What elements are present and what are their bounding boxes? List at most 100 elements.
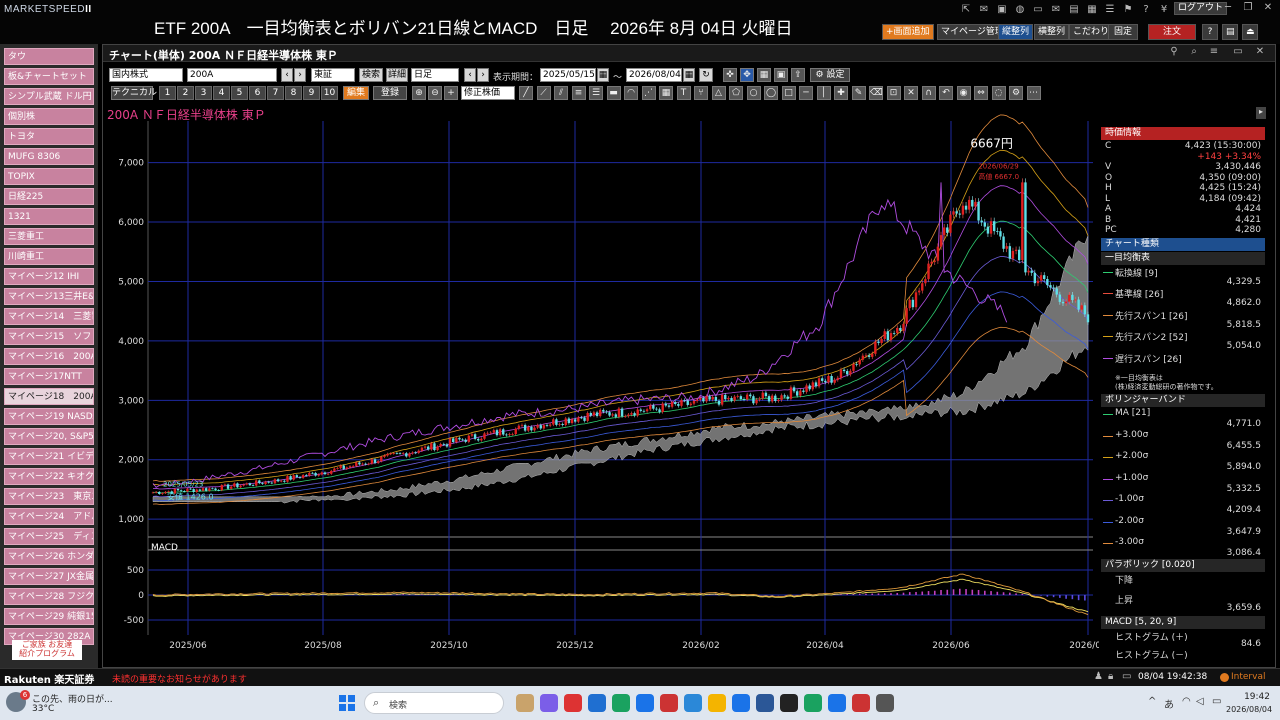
preset-5-button[interactable]: 5 — [231, 86, 248, 100]
pin-icon[interactable]: ⇱ — [961, 4, 971, 15]
overlay-icon[interactable]: ✥ — [740, 68, 754, 82]
tray-chevron-icon[interactable]: ^ — [1148, 696, 1157, 707]
mail-icon[interactable]: ✉ — [1051, 4, 1061, 15]
copilot-icon[interactable] — [540, 694, 558, 712]
sidebar-item[interactable]: マイページ28 フジクラ — [4, 588, 94, 605]
vertical-align-button[interactable]: 縦整列 — [998, 24, 1034, 40]
display-icon[interactable]: ▭ — [1122, 671, 1132, 682]
save-icon[interactable]: ▣ — [774, 68, 788, 82]
sidebar-item[interactable]: マイページ16 200A — [4, 348, 94, 365]
bollinger-item-label[interactable]: +2.00σ — [1115, 451, 1149, 461]
ellipse-tool-icon[interactable]: ◯ — [764, 86, 778, 100]
dots-tool-icon[interactable]: ⋯ — [1026, 86, 1041, 100]
window-close-icon[interactable]: ✕ — [1255, 46, 1265, 57]
hline-tool-icon[interactable]: ─ — [799, 86, 813, 100]
chrome-icon[interactable] — [732, 694, 750, 712]
chrome-profile-icon[interactable] — [828, 694, 846, 712]
link-icon[interactable]: ⚲ — [1170, 46, 1178, 57]
edge-icon[interactable] — [612, 694, 630, 712]
next-period-button[interactable]: › — [477, 68, 489, 82]
battery-icon[interactable]: ▭ — [1212, 696, 1222, 707]
sidebar-item[interactable]: マイページ26 ホンダ — [4, 548, 94, 565]
eye-tool-icon[interactable]: ◉ — [956, 86, 971, 100]
market-select[interactable]: 国内株式 — [109, 68, 183, 82]
bollinger-item-label[interactable]: MA [21] — [1115, 408, 1151, 418]
search-icon[interactable]: ⌕ — [1191, 46, 1197, 57]
sidebar-item[interactable]: マイページ23 東京エレク — [4, 488, 94, 505]
chart-icon[interactable]: ▤ — [1069, 4, 1079, 15]
globe-icon[interactable]: ◍ — [1015, 4, 1025, 15]
sidebar-item[interactable]: マイページ25 ディスコ — [4, 528, 94, 545]
notice-link[interactable]: 未読の重要なお知らせがあります — [112, 675, 247, 685]
fix-button[interactable]: 固定 — [1108, 24, 1138, 40]
logout-button[interactable]: ログアウト — [1174, 2, 1228, 15]
sidebar-item[interactable]: マイページ15 ソフトバンク — [4, 328, 94, 345]
sidebar-item[interactable]: 三菱重工 — [4, 228, 94, 245]
pentagon-tool-icon[interactable]: ⬠ — [729, 86, 743, 100]
sidebar-item[interactable]: マイページ24 アドバンテスト — [4, 508, 94, 525]
preset-1-button[interactable]: 1 — [159, 86, 176, 100]
sidebar-item[interactable]: 個別株 — [4, 108, 94, 125]
pitch-tool-icon[interactable]: ⑂ — [694, 86, 708, 100]
help-small-icon[interactable]: ? — [1143, 4, 1149, 15]
prev-code-button[interactable]: ‹ — [281, 68, 293, 82]
ruler-tool-icon[interactable]: ⇔ — [974, 86, 988, 100]
speaker-icon[interactable]: ◁ — [1196, 696, 1204, 707]
stock-app-icon[interactable] — [852, 694, 870, 712]
wifi-icon[interactable]: ◠ — [1182, 696, 1191, 707]
grid-tool-icon[interactable]: ▦ — [659, 86, 673, 100]
settings-button[interactable]: ⚙ 設定 — [810, 68, 850, 82]
gear-tool-icon[interactable]: ⚙ — [1009, 86, 1023, 100]
sidebar-item[interactable]: マイページ20, S&P500 — [4, 428, 94, 445]
preference-button[interactable]: こだわり — [1069, 24, 1114, 40]
ichimoku-item-label[interactable]: 先行スパン1 [26] — [1115, 311, 1188, 322]
sidebar-item[interactable]: シンプル武蔵 ドル円 Bid — [4, 88, 94, 105]
notify-icon[interactable]: ✉ — [979, 4, 989, 15]
hide-tool-icon[interactable]: ◌ — [991, 86, 1006, 100]
circle-tool-icon[interactable]: ○ — [746, 86, 761, 100]
edit-button[interactable]: 編集 — [343, 86, 369, 100]
triangle-tool-icon[interactable]: △ — [711, 86, 726, 100]
marketspeed-icon[interactable] — [780, 694, 798, 712]
panel-toggle-icon[interactable]: ▸ — [1256, 107, 1266, 119]
end-calendar-icon[interactable]: ▦ — [683, 68, 695, 82]
close-icon[interactable]: ✕ — [1263, 2, 1273, 13]
ichimoku-item-label[interactable]: 先行スパン2 [52] — [1115, 333, 1188, 343]
lock-tool-icon[interactable]: ⊡ — [886, 86, 901, 100]
sidebar-item[interactable]: マイページ12 IHI — [4, 268, 94, 285]
bollinger-item-label[interactable]: -3.00σ — [1115, 537, 1144, 547]
sidebar-item[interactable]: マイページ22 キオクシア — [4, 468, 94, 485]
ichimoku-item-label[interactable]: 基準線 [26] — [1115, 290, 1164, 300]
technical-button[interactable]: テクニカル — [111, 86, 158, 100]
add-screen-button[interactable]: +画面追加 — [882, 24, 934, 40]
sidebar-item[interactable]: 板&チャートセット — [4, 68, 94, 85]
rect-tool-icon[interactable]: □ — [781, 86, 796, 100]
period-select[interactable]: 日足 — [411, 68, 459, 82]
section-header-parabolic[interactable]: パラボリック [0.020] — [1101, 558, 1265, 572]
magnet-tool-icon[interactable]: ∩ — [921, 86, 936, 100]
text-tool-icon[interactable]: T — [676, 86, 691, 100]
register-button[interactable]: 登録 — [373, 86, 407, 100]
weather-text[interactable]: この先、雨の日が... — [32, 695, 113, 705]
bollinger-item-label[interactable]: +1.00σ — [1115, 472, 1149, 483]
sidebar-item[interactable]: 日経225 — [4, 188, 94, 205]
preset-4-button[interactable]: 4 — [213, 86, 230, 100]
sidebar-item[interactable]: 1321 — [4, 208, 94, 225]
referral-banner[interactable]: ご家族 お友達 紹介プログラム — [12, 640, 82, 660]
fib-tool-icon[interactable]: ☰ — [589, 86, 603, 100]
preset-6-button[interactable]: 6 — [249, 86, 266, 100]
dell-icon[interactable] — [636, 694, 654, 712]
adjusted-price-select[interactable]: 修正株価 — [461, 86, 515, 100]
code-input[interactable]: 200A — [187, 68, 277, 82]
start-date-input[interactable]: 2025/05/15 — [540, 68, 596, 82]
eraser-tool-icon[interactable]: ⌫ — [869, 86, 883, 100]
language-icon[interactable]: あ — [1164, 700, 1174, 711]
prev-period-button[interactable]: ‹ — [464, 68, 476, 82]
sidebar-item[interactable]: TOPIX — [4, 168, 94, 185]
help-button[interactable]: ? — [1202, 24, 1218, 40]
cross-tool-icon[interactable]: ✚ — [834, 86, 848, 100]
memo-tool-icon[interactable]: ✎ — [851, 86, 866, 100]
person-icon[interactable]: ♟ — [1094, 671, 1103, 682]
print-icon[interactable]: ▤ — [1222, 24, 1238, 40]
reload-icon[interactable]: ↻ — [699, 68, 713, 82]
